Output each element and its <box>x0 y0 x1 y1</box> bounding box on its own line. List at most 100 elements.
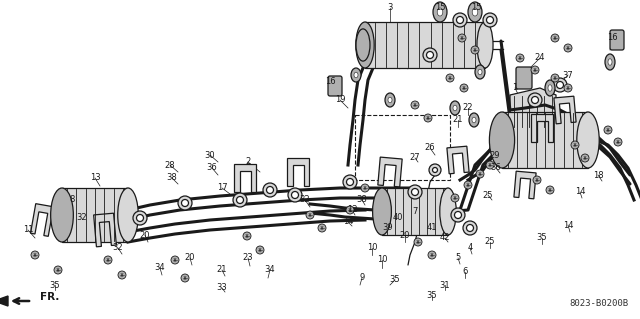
Text: 32: 32 <box>113 243 124 253</box>
Circle shape <box>564 44 572 52</box>
Circle shape <box>361 184 369 192</box>
Circle shape <box>516 54 524 62</box>
Circle shape <box>433 167 438 173</box>
Polygon shape <box>554 96 576 124</box>
Ellipse shape <box>469 113 479 127</box>
Bar <box>62 188 128 242</box>
Ellipse shape <box>354 72 358 78</box>
Text: 14: 14 <box>575 188 585 197</box>
Bar <box>382 188 448 235</box>
Polygon shape <box>93 213 116 247</box>
Ellipse shape <box>453 105 457 111</box>
Circle shape <box>181 274 189 282</box>
Circle shape <box>446 74 454 82</box>
Text: 14: 14 <box>343 218 353 226</box>
Polygon shape <box>0 296 8 306</box>
Circle shape <box>412 189 419 196</box>
Text: 41: 41 <box>427 224 437 233</box>
FancyBboxPatch shape <box>610 30 624 50</box>
Circle shape <box>233 193 247 207</box>
Circle shape <box>424 114 432 122</box>
FancyBboxPatch shape <box>328 76 342 96</box>
Text: 30: 30 <box>205 151 215 160</box>
Text: FR.: FR. <box>40 292 60 302</box>
Text: 9: 9 <box>360 273 365 283</box>
Circle shape <box>483 13 497 27</box>
Ellipse shape <box>577 112 599 168</box>
Text: 29: 29 <box>490 151 500 160</box>
Text: 1: 1 <box>513 84 518 93</box>
Text: 12: 12 <box>347 205 357 214</box>
Polygon shape <box>514 171 536 199</box>
Circle shape <box>471 46 479 54</box>
Polygon shape <box>31 204 54 236</box>
Circle shape <box>531 97 538 103</box>
Text: 33: 33 <box>216 284 227 293</box>
Circle shape <box>343 175 357 189</box>
Text: 32: 32 <box>300 196 310 204</box>
Circle shape <box>486 17 493 24</box>
Ellipse shape <box>388 97 392 103</box>
Circle shape <box>426 51 433 58</box>
Circle shape <box>557 81 563 88</box>
Ellipse shape <box>548 85 552 91</box>
Text: 25: 25 <box>484 238 495 247</box>
Text: 3: 3 <box>387 4 393 12</box>
Circle shape <box>564 84 572 92</box>
Ellipse shape <box>490 112 515 168</box>
Circle shape <box>31 251 39 259</box>
Text: 37: 37 <box>563 70 573 79</box>
Text: 17: 17 <box>217 183 227 192</box>
Text: 6: 6 <box>462 268 468 277</box>
Text: 38: 38 <box>166 174 177 182</box>
Ellipse shape <box>356 22 374 68</box>
Circle shape <box>346 179 353 186</box>
FancyBboxPatch shape <box>516 67 532 89</box>
Ellipse shape <box>440 188 456 235</box>
Text: 26: 26 <box>425 144 435 152</box>
Circle shape <box>266 187 273 194</box>
Text: 2: 2 <box>245 158 251 167</box>
Circle shape <box>136 214 143 221</box>
Circle shape <box>318 224 326 232</box>
Text: 28: 28 <box>164 160 175 169</box>
Text: 35: 35 <box>390 276 400 285</box>
Ellipse shape <box>472 8 478 16</box>
Circle shape <box>528 93 542 107</box>
Circle shape <box>171 256 179 264</box>
Bar <box>502 112 588 168</box>
Circle shape <box>460 84 468 92</box>
Ellipse shape <box>478 69 482 75</box>
Circle shape <box>604 126 612 134</box>
Text: 14: 14 <box>563 220 573 229</box>
Circle shape <box>408 185 422 199</box>
Text: 20: 20 <box>400 231 410 240</box>
Circle shape <box>463 221 477 235</box>
Ellipse shape <box>372 188 392 235</box>
Bar <box>365 22 485 68</box>
Text: 16: 16 <box>607 33 618 42</box>
Circle shape <box>553 78 567 92</box>
Text: 39: 39 <box>383 224 394 233</box>
Polygon shape <box>510 88 556 135</box>
Circle shape <box>291 191 298 198</box>
Ellipse shape <box>51 188 74 242</box>
Circle shape <box>182 199 189 206</box>
Polygon shape <box>234 164 256 192</box>
Circle shape <box>546 186 554 194</box>
Text: 36: 36 <box>207 164 218 173</box>
Text: 8023-B0200B: 8023-B0200B <box>569 299 628 308</box>
Text: 32: 32 <box>77 213 87 222</box>
Circle shape <box>423 48 437 62</box>
Circle shape <box>467 225 474 232</box>
Text: 42: 42 <box>440 234 451 242</box>
Text: 31: 31 <box>440 280 451 290</box>
Circle shape <box>453 13 467 27</box>
Text: 7: 7 <box>412 207 418 217</box>
Circle shape <box>456 17 463 24</box>
Text: 38: 38 <box>356 196 367 204</box>
Polygon shape <box>287 158 309 186</box>
Text: 25: 25 <box>483 190 493 199</box>
Circle shape <box>571 141 579 149</box>
Text: 21: 21 <box>217 265 227 275</box>
